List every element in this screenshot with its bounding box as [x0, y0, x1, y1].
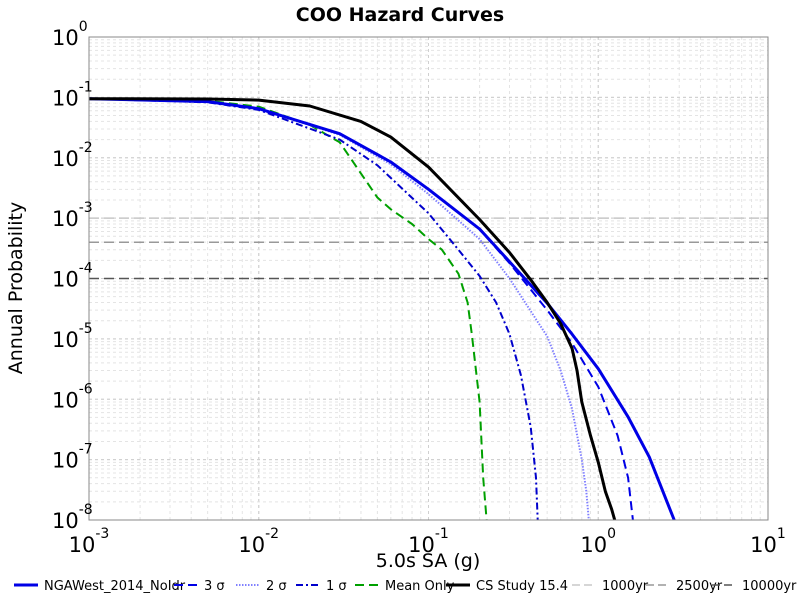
legend-label: 2500yr	[676, 579, 723, 594]
y-tick-label: 10-7	[52, 442, 93, 473]
x-tick-label: 10-2	[238, 526, 279, 557]
legend-item: 2 σ	[236, 579, 287, 594]
legend-label: 10000yr	[742, 579, 797, 594]
x-tick-label: 10-3	[69, 526, 110, 557]
legend-label: 2 σ	[266, 579, 287, 594]
y-tick-label: 10-6	[52, 381, 93, 412]
tick-labels: 10-3 10-2 10-1 100 101 100 10-1 10-2 10-3 10-4 10-…	[52, 19, 786, 557]
legend-item: 10000yr	[712, 579, 797, 594]
legend-item: 3 σ	[174, 579, 225, 594]
legend-item: CS Study 15.4	[446, 579, 568, 594]
legend-label: CS Study 15.4	[476, 579, 568, 594]
legend: NGAWest_2014_NoIdr 3 σ 2 σ 1 σ Mean Only CS S…	[14, 579, 797, 594]
chart-title: COO Hazard Curves	[296, 4, 504, 26]
legend-label: 3 σ	[204, 579, 225, 594]
x-tick-label: 100	[580, 526, 616, 557]
y-tick-label: 10-1	[52, 79, 93, 110]
series-line-5	[88, 97, 617, 521]
legend-item: Mean Only	[355, 579, 455, 594]
x-tick-label: 101	[750, 526, 786, 557]
legend-item: NGAWest_2014_NoIdr	[14, 579, 186, 594]
series-line-3	[88, 97, 539, 521]
series-layer	[88, 97, 768, 521]
legend-label: NGAWest_2014_NoIdr	[44, 579, 186, 594]
x-axis-label: 5.0s SA (g)	[376, 550, 481, 572]
legend-item: 1000yr	[572, 579, 649, 594]
y-tick-label: 10-3	[52, 200, 93, 231]
y-tick-label: 100	[52, 19, 88, 50]
grid	[88, 36, 769, 521]
y-tick-label: 10-4	[52, 261, 93, 292]
y-tick-label: 10-5	[52, 321, 93, 352]
legend-item: 2500yr	[646, 579, 723, 594]
plot-frame	[88, 36, 769, 521]
series-line-4	[88, 97, 488, 521]
series-line-0	[88, 97, 676, 521]
legend-label: 1 σ	[326, 579, 347, 594]
legend-item: 1 σ	[296, 579, 347, 594]
x-tick-label: 10-1	[408, 526, 449, 557]
series-line-2	[88, 97, 590, 521]
y-tick-label: 10-8	[52, 502, 93, 533]
legend-label: Mean Only	[385, 579, 455, 594]
legend-label: 1000yr	[602, 579, 649, 594]
y-tick-label: 10-2	[52, 140, 93, 171]
y-axis-label: Annual Probability	[5, 202, 27, 375]
